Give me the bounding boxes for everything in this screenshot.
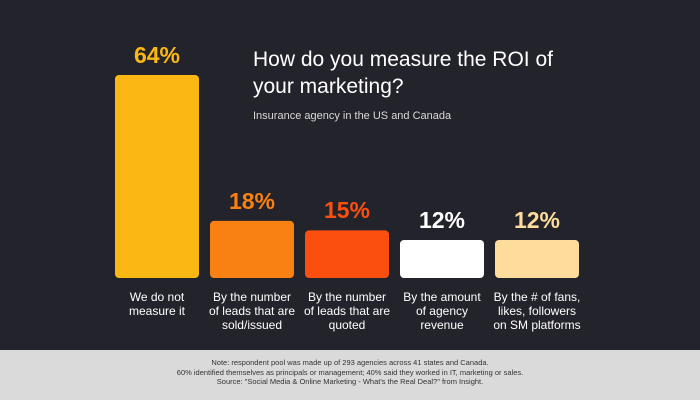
- bar: [400, 239, 484, 278]
- value-label: 18%: [228, 187, 276, 214]
- note-line: Source: "Social Media & Online Marketing…: [216, 377, 484, 386]
- bar: [495, 239, 579, 278]
- x-tick-label: By the number of leads that are sold/iss…: [208, 290, 296, 332]
- x-tick-label: By the # of fans, likes, followers on SM…: [493, 290, 581, 332]
- note-line: 60% identified themselves as principals …: [176, 367, 524, 377]
- x-tick-label: By the amount of agency revenue: [403, 290, 481, 332]
- value-label: 15%: [323, 197, 371, 224]
- value-label: 12%: [418, 206, 466, 233]
- bar: [305, 230, 389, 278]
- x-tick-label: By the number of leads that are quoted: [303, 290, 391, 332]
- chart-title: How do you measure the ROI of your marke…: [253, 48, 553, 98]
- bar: [115, 75, 199, 278]
- value-label: 12%: [513, 206, 561, 233]
- note-line: Note: respondent pool was made up of 293…: [211, 358, 489, 367]
- bar: [210, 220, 294, 278]
- plot: [115, 75, 579, 278]
- chart-subtitle: Insurance agency in the US and Canada: [253, 110, 452, 122]
- value-label: 64%: [133, 42, 181, 68]
- footer: Note: respondent pool was made up of 293…: [0, 350, 700, 400]
- x-tick-label: We do not measure it: [128, 290, 186, 318]
- note: Note: respondent pool was made up of 293…: [0, 350, 700, 387]
